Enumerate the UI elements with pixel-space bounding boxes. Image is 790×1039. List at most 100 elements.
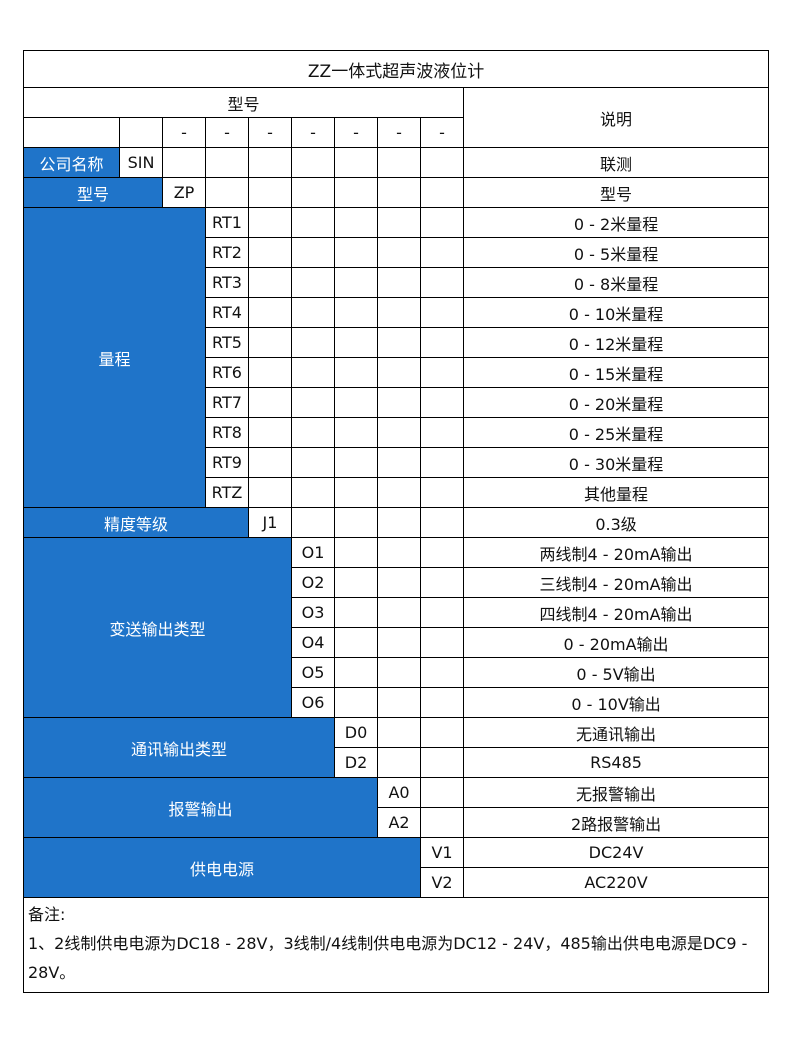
empty-cell <box>334 507 378 538</box>
empty-cell <box>248 237 292 268</box>
empty-cell <box>420 267 464 298</box>
accuracy-label: 精度等级 <box>23 507 249 538</box>
empty-cell <box>420 477 464 508</box>
power-label: 供电电源 <box>23 837 421 898</box>
empty-cell <box>205 177 249 208</box>
range-desc: 0 - 10米量程 <box>462 297 770 328</box>
output-code: O2 <box>291 567 335 598</box>
notes: 备注: 1、2线制供电电源为DC18 - 28V，3线制/4线制供电电源为DC12… <box>22 897 770 993</box>
empty-cell <box>334 447 378 478</box>
alarm-desc: 无报警输出 <box>462 777 770 808</box>
empty-cell <box>377 267 421 298</box>
empty-cell <box>377 417 421 448</box>
empty-cell <box>162 147 206 178</box>
empty-cell <box>420 567 464 598</box>
empty-cell <box>248 147 292 178</box>
range-desc: 0 - 5米量程 <box>462 237 770 268</box>
empty-cell <box>334 147 378 178</box>
empty-cell <box>377 717 421 748</box>
empty-cell <box>334 567 378 598</box>
table-row: RTZ 其他量程 <box>24 477 770 508</box>
empty-cell <box>420 777 464 808</box>
empty-cell <box>420 357 464 388</box>
range-code: RT5 <box>205 327 249 358</box>
empty-cell <box>377 597 421 628</box>
empty-cell <box>420 447 464 478</box>
empty-cell <box>334 297 378 328</box>
empty-cell <box>334 687 378 718</box>
empty-cell <box>248 297 292 328</box>
output-code: O4 <box>291 627 335 658</box>
alarm-code: A2 <box>377 807 421 838</box>
output-code: O1 <box>291 537 335 568</box>
empty-cell <box>291 507 335 538</box>
company-desc: 联测 <box>462 147 770 178</box>
empty-cell <box>377 387 421 418</box>
power-desc: AC220V <box>462 867 770 898</box>
empty-cell <box>334 267 378 298</box>
table-row: O4 0 - 20mA输出 <box>24 627 770 658</box>
desc-header: 说明 <box>462 87 770 148</box>
empty-cell <box>420 627 464 658</box>
empty-cell <box>291 327 335 358</box>
range-code: RT4 <box>205 297 249 328</box>
empty-cell <box>248 387 292 418</box>
range-code: RT7 <box>205 387 249 418</box>
notes-title: 备注: <box>28 905 66 924</box>
range-label: 量程 <box>23 207 206 508</box>
range-code: RT8 <box>205 417 249 448</box>
empty-cell <box>291 447 335 478</box>
accuracy-desc: 0.3级 <box>462 507 770 538</box>
range-desc: 0 - 20米量程 <box>462 387 770 418</box>
empty-cell <box>334 657 378 688</box>
empty-cell <box>248 267 292 298</box>
range-code: RT2 <box>205 237 249 268</box>
alarm-label: 报警输出 <box>23 777 378 838</box>
power-desc: DC24V <box>462 837 770 868</box>
table-row: RT2 0 - 5米量程 <box>24 237 770 268</box>
range-desc: 0 - 25米量程 <box>462 417 770 448</box>
empty-cell <box>334 597 378 628</box>
empty-cell <box>334 387 378 418</box>
empty-cell <box>377 477 421 508</box>
empty-cell <box>248 357 292 388</box>
output-label: 变送输出类型 <box>23 537 292 718</box>
output-desc: 0 - 5V输出 <box>462 657 770 688</box>
model-code: ZP <box>162 177 206 208</box>
output-desc: 0 - 10V输出 <box>462 687 770 718</box>
empty-cell <box>420 657 464 688</box>
empty-cell <box>291 177 335 208</box>
empty-cell <box>377 747 421 778</box>
power-code: V1 <box>420 837 464 868</box>
table-row: O3 四线制4 - 20mA输出 <box>24 597 770 628</box>
empty-cell <box>291 207 335 238</box>
comm-code: D2 <box>334 747 378 778</box>
empty-cell <box>334 207 378 238</box>
table-row: 型号 ZP 型号 <box>23 177 770 208</box>
output-code: O3 <box>291 597 335 628</box>
output-code: O5 <box>291 657 335 688</box>
model-desc: 型号 <box>462 177 770 208</box>
dash-cell: - <box>205 117 249 148</box>
dash-cell: - <box>291 117 335 148</box>
empty-cell <box>377 147 421 178</box>
alarm-desc: 2路报警输出 <box>462 807 770 838</box>
comm-label: 通讯输出类型 <box>23 717 335 778</box>
dash-cell: - <box>334 117 378 148</box>
table-row: 变送输出类型 O1 两线制4 - 20mA输出 <box>23 537 770 718</box>
empty-cell <box>248 327 292 358</box>
table-row: 通讯输出类型 D0 无通讯输出 <box>23 717 770 778</box>
empty-cell <box>291 387 335 418</box>
company-label: 公司名称 <box>23 147 120 178</box>
empty-cell <box>334 477 378 508</box>
empty-cell <box>334 357 378 388</box>
output-desc: 三线制4 - 20mA输出 <box>462 567 770 598</box>
empty-cell <box>334 327 378 358</box>
empty-cell <box>291 417 335 448</box>
power-code: V2 <box>420 867 464 898</box>
empty-cell <box>377 687 421 718</box>
dash-cell: - <box>420 117 464 148</box>
range-desc: 其他量程 <box>462 477 770 508</box>
empty-cell <box>377 627 421 658</box>
notes-text: 1、2线制供电电源为DC18 - 28V，3线制/4线制供电电源为DC12 - … <box>28 934 748 982</box>
